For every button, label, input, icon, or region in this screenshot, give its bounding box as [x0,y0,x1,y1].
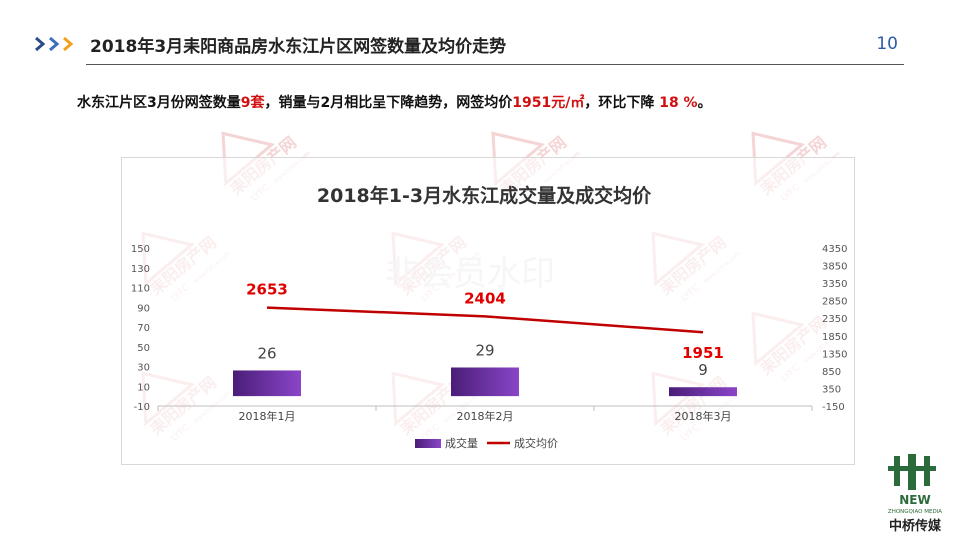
y-right-tick-label: 3350 [822,279,847,290]
chart-panel [121,157,855,465]
bar-data-label: 29 [475,341,494,359]
company-logo: NEW ZHONGQIAO MEDIA 中桥传媒 [888,454,942,534]
legend-label-bar: 成交量 [445,436,478,450]
logo-new-label: NEW [899,493,930,507]
y-right-tick-label: 1850 [822,332,847,343]
summary-count: 9套 [240,95,265,111]
y-right-tick-label: 4350 [822,244,847,255]
y-left-tick-label: 110 [131,284,150,295]
summary-text: 水东江片区3月份网签数量9套，销量与2月相比呈下降趋势，网签均价1951元/㎡，… [77,92,712,112]
y-right-tick-label: 850 [822,367,841,378]
line-series [266,306,704,334]
y-left-tick-label: 150 [131,244,150,255]
x-tick-label: 2018年1月 [239,409,296,423]
y-left-tick-label: 130 [131,264,150,275]
y-right-tick-label: 1350 [822,349,847,360]
x-tick-label: 2018年2月 [457,409,514,423]
chart-title: 2018年1-3月水东江成交量及成交均价 [317,184,652,207]
bar-data-label: 9 [698,361,708,379]
bar [233,370,301,397]
page-title: 2018年3月耒阳商品房水东江片区网签数量及均价走势 [90,37,507,57]
header-divider [86,64,904,65]
summary-part1: 水东江片区3月份网签数量 [77,95,241,111]
y-right-tick-label: 350 [822,384,841,395]
summary-pct: 18 % [659,95,698,111]
line-data-label: 1951 [682,344,724,362]
bar [669,387,737,397]
summary-part4: 。 [697,95,712,111]
y-right-tick-label: 2850 [822,297,847,308]
y-left-tick-label: 10 [137,382,150,393]
y-right-tick-label: -150 [822,402,845,413]
slide-header: 2018年3月耒阳商品房水东江片区网签数量及均价走势 10 [0,0,960,70]
page-number: 10 [876,34,898,54]
chevrons-icon [35,36,74,52]
y-left-tick-label: 50 [137,343,150,354]
legend-label-line: 成交均价 [514,436,558,450]
x-tick-label: 2018年3月 [675,409,732,423]
y-right-tick-label: 3850 [822,262,847,273]
summary-price: 1951元/㎡ [512,95,585,111]
legend-swatch-bar [415,439,441,448]
summary-part3: ，环比下降 [584,95,660,111]
line-data-label: 2653 [246,281,288,299]
logo-company-name: 中桥传媒 [889,518,942,534]
summary-part2: ，销量与2月相比呈下降趋势，网签均价 [264,95,513,111]
y-left-tick-label: -10 [134,402,150,413]
y-right-tick-label: 2350 [822,314,847,325]
logo-media-label: ZHONGQIAO MEDIA [888,509,942,515]
y-left-tick-label: 70 [137,323,150,334]
y-left-tick-label: 30 [137,363,150,374]
bar-data-label: 26 [257,344,276,362]
bar [451,367,519,397]
y-left-tick-label: 90 [137,303,150,314]
line-data-label: 2404 [464,289,506,307]
